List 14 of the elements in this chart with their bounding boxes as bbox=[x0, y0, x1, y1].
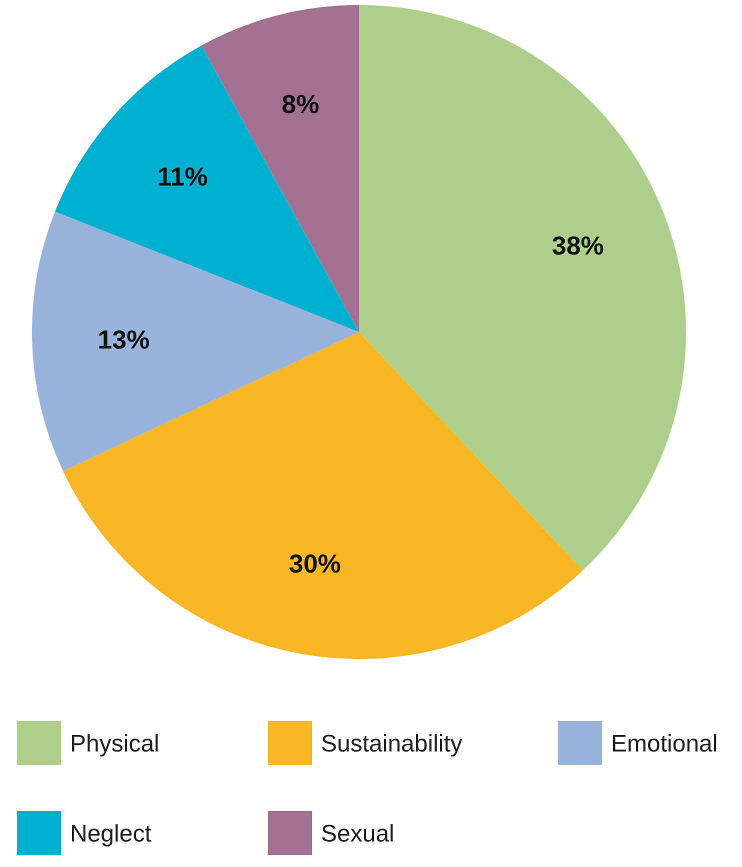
legend-label: Emotional bbox=[611, 730, 718, 758]
data-label: 11% bbox=[157, 161, 208, 192]
legend-label: Sustainability bbox=[321, 730, 462, 758]
data-label: 8% bbox=[282, 89, 320, 120]
pie-slice bbox=[32, 212, 359, 472]
data-label: 13% bbox=[98, 324, 150, 354]
legend-label: Neglect bbox=[70, 820, 152, 848]
data-label: 38% bbox=[552, 230, 604, 260]
pie-slice bbox=[359, 5, 686, 570]
legend-label: Sexual bbox=[321, 820, 394, 848]
legend-label: Physical bbox=[70, 730, 160, 758]
pie-slice bbox=[63, 332, 583, 659]
data-label: 30% bbox=[288, 548, 341, 578]
pie-slice bbox=[54, 45, 359, 332]
